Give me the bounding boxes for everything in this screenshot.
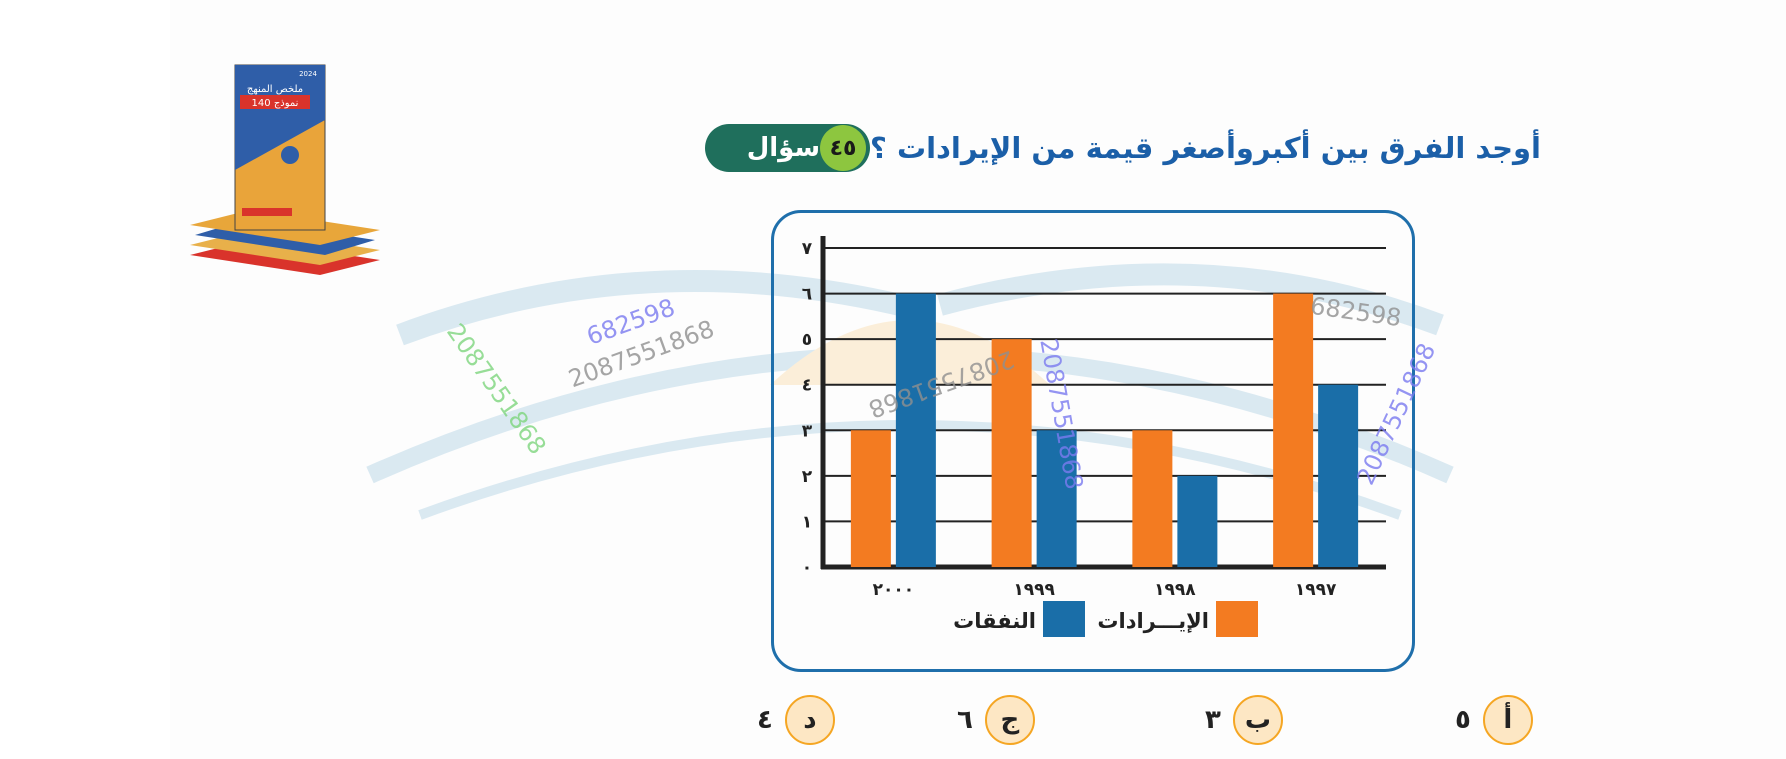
option-letter: ج bbox=[984, 695, 1035, 745]
question-badge: سؤال ٤٥ bbox=[704, 124, 871, 172]
y-tick-label: ٥ bbox=[802, 330, 812, 350]
bar-expenses bbox=[1318, 384, 1359, 567]
option-value: ٦ bbox=[957, 705, 973, 735]
question-text: أوجد الفرق بين أكبروأصغر قيمة من الإيراد… bbox=[870, 131, 1541, 165]
y-tick-label: ٢ bbox=[802, 467, 813, 487]
book-stack-image: ملخص المنهج 140 نموذج 2024 bbox=[190, 64, 380, 275]
bar-revenue bbox=[850, 430, 891, 567]
x-tick-label: ١٩٩٨ bbox=[1154, 580, 1196, 600]
legend-swatch-revenue bbox=[1216, 601, 1258, 637]
legend-label-expenses: النفقات bbox=[953, 609, 1036, 633]
y-tick-label: ٧ bbox=[802, 239, 813, 259]
y-tick-label: ١ bbox=[802, 512, 812, 532]
bar-revenue bbox=[991, 339, 1032, 567]
answer-options: أ ٥ ب ٣ ج ٦ د ٤ bbox=[0, 695, 1786, 755]
option-value: ٤ bbox=[757, 705, 773, 735]
x-tick-label: ١٩٩٧ bbox=[1295, 580, 1337, 600]
bar-expenses bbox=[895, 293, 936, 567]
y-tick-label: ٠ bbox=[802, 558, 812, 578]
bar-expenses bbox=[1036, 430, 1077, 567]
question-header: سؤال ٤٥ أوجد الفرق بين أكبروأصغر قيمة من… bbox=[704, 122, 1551, 174]
bar-expenses bbox=[1177, 475, 1218, 567]
book-title: ملخص المنهج bbox=[247, 84, 303, 95]
book-badge: 140 نموذج bbox=[252, 98, 299, 109]
option-a[interactable]: أ ٥ bbox=[1455, 695, 1533, 745]
option-d[interactable]: د ٤ bbox=[757, 695, 835, 745]
question-label: سؤال bbox=[746, 133, 821, 163]
x-tick-label: ١٩٩٩ bbox=[1013, 580, 1055, 600]
option-b[interactable]: ب ٣ bbox=[1205, 695, 1283, 745]
chart-frame bbox=[771, 210, 1415, 672]
y-tick-label: ٦ bbox=[802, 285, 812, 305]
option-c[interactable]: ج ٦ bbox=[957, 695, 1035, 745]
book-year: 2024 bbox=[299, 70, 317, 78]
option-letter: د bbox=[784, 695, 835, 745]
page-background bbox=[170, 0, 1786, 759]
x-tick-label: ٢٠٠٠ bbox=[873, 580, 915, 600]
option-letter: أ bbox=[1482, 695, 1533, 745]
y-tick-label: ٣ bbox=[802, 421, 813, 441]
bar-revenue bbox=[1273, 293, 1314, 567]
bar-revenue bbox=[1132, 430, 1173, 567]
question-number: ٤٥ bbox=[820, 125, 867, 171]
option-letter: ب bbox=[1232, 695, 1283, 745]
option-value: ٥ bbox=[1455, 705, 1471, 735]
legend-label-revenue: الإيـــرادات bbox=[1097, 609, 1209, 633]
option-value: ٣ bbox=[1205, 705, 1221, 735]
y-tick-label: ٤ bbox=[802, 376, 812, 396]
bar-chart: ٠ ١ ٢ ٣ ٤ ٥ ٦ ٧ ١٩٩٧ ١٩٩٨ ١٩٩٩ ٢٠٠٠ الإيـــرادات النف… bbox=[802, 236, 1386, 637]
legend-swatch-expenses bbox=[1043, 601, 1085, 637]
